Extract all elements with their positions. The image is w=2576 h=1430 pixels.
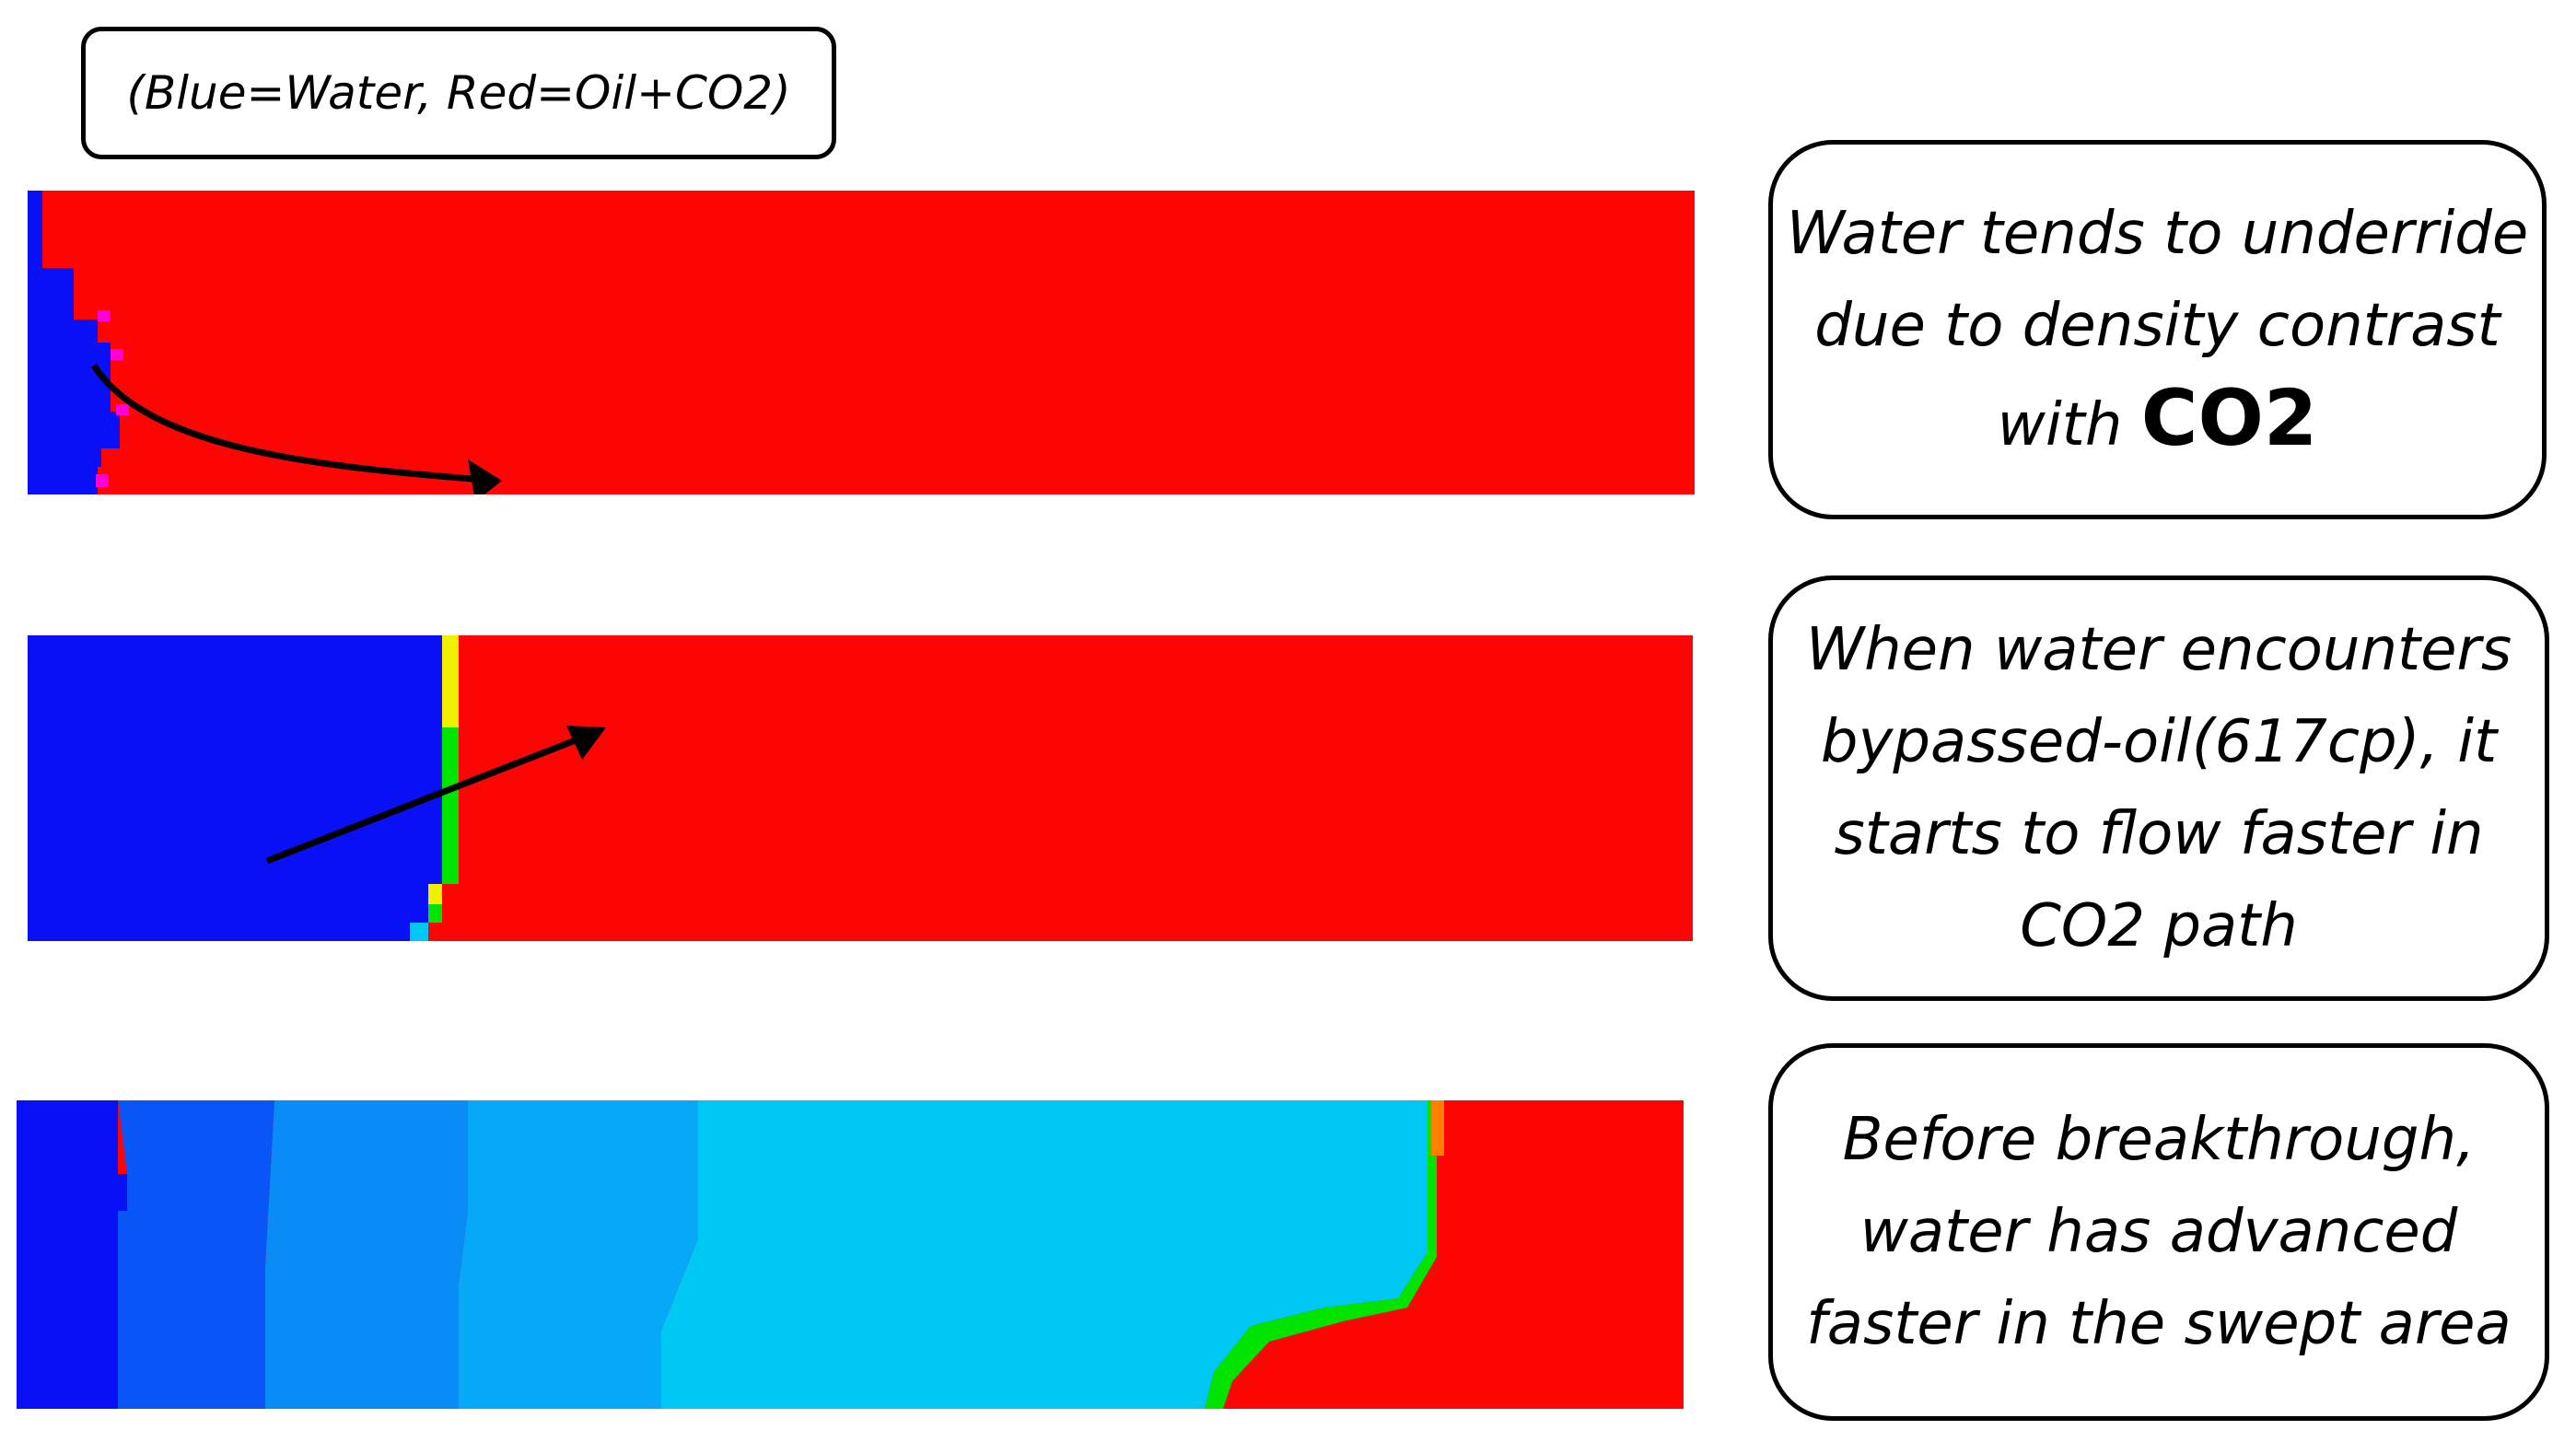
note-line-last: with CO2	[1787, 372, 2529, 471]
water-region	[28, 635, 442, 941]
saturation-panel-1	[28, 191, 1695, 494]
flow-arrow-head	[468, 459, 502, 494]
legend-box: (Blue=Water, Red=Oil+CO2)	[81, 27, 836, 159]
interface-cell	[116, 404, 129, 415]
note-line: starts to flow faster in	[1834, 800, 2484, 868]
note-line: water has advanced	[1859, 1198, 2458, 1266]
legend-text: (Blue=Water, Red=Oil+CO2)	[126, 66, 791, 120]
interface-green	[1205, 1100, 1437, 1409]
oil-region	[28, 191, 1695, 494]
water-cyan-region	[661, 1100, 1428, 1409]
interface-cell	[98, 310, 111, 321]
saturation-map-3	[17, 1100, 1684, 1409]
note-line: due to density contrast	[1814, 292, 2500, 360]
note-line: CO2 path	[2020, 892, 2298, 960]
interface-cell	[96, 474, 109, 487]
saturation-map-2	[28, 635, 1693, 941]
water-lighter-region	[459, 1100, 698, 1409]
interface-orange	[1431, 1100, 1444, 1156]
note-breakthrough: Before breakthrough, water has advanced …	[1768, 1043, 2549, 1421]
flow-arrow	[91, 364, 496, 484]
front-cyan	[410, 923, 428, 941]
saturation-panel-2	[28, 635, 1693, 941]
note-text: with	[1997, 391, 2141, 459]
front-green	[442, 727, 459, 884]
note-line: When water encounters	[1805, 616, 2512, 684]
front-yellow-low	[428, 884, 442, 904]
note-bypassed-oil: When water encounters bypassed-oil(617cp…	[1768, 575, 2549, 1001]
front-green-low	[428, 904, 442, 923]
flow-arrow	[265, 731, 591, 865]
water-dark-region	[17, 1100, 127, 1409]
note-line: Water tends to underride	[1786, 200, 2529, 268]
front-yellow	[442, 635, 459, 727]
interface-cell	[111, 349, 123, 360]
note-underride: Water tends to underride due to density …	[1768, 140, 2547, 519]
note-bold-text: CO2	[2140, 373, 2318, 463]
water-mid-region	[118, 1100, 274, 1409]
saturation-panel-3	[17, 1100, 1684, 1409]
flow-arrow-head	[566, 726, 606, 760]
note-line: bypassed-oil(617cp), it	[1820, 708, 2498, 776]
note-line: Before breakthrough,	[1842, 1106, 2476, 1174]
saturation-map-1	[28, 191, 1695, 494]
note-line: faster in the swept area	[1806, 1290, 2512, 1358]
water-region	[28, 191, 120, 494]
water-light-region	[265, 1100, 468, 1409]
